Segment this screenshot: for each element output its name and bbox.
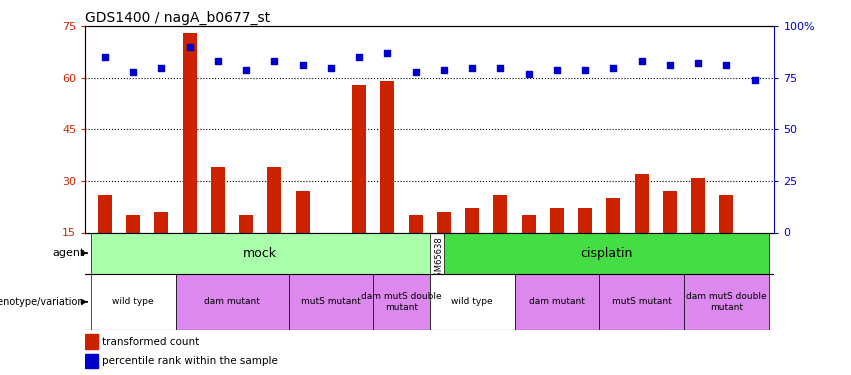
Bar — [91, 274, 175, 330]
Bar — [183, 33, 197, 232]
Bar — [550, 209, 564, 232]
Point — [691, 60, 705, 66]
Bar — [437, 212, 451, 232]
Bar — [408, 215, 423, 232]
Bar — [465, 209, 479, 232]
Bar — [515, 274, 599, 330]
Text: dam mutS double
mutant: dam mutS double mutant — [686, 292, 767, 312]
Point — [607, 64, 620, 70]
Bar — [154, 212, 168, 232]
Bar — [239, 215, 254, 232]
Bar — [635, 174, 648, 232]
Point — [352, 54, 366, 60]
Point — [748, 77, 762, 83]
Point — [635, 58, 648, 64]
Text: percentile rank within the sample: percentile rank within the sample — [102, 356, 278, 366]
Point — [239, 67, 253, 73]
Bar — [444, 232, 768, 274]
Point — [522, 70, 535, 77]
Bar — [578, 209, 592, 232]
Point — [211, 58, 225, 64]
Text: agent: agent — [52, 248, 84, 258]
Bar — [606, 198, 620, 232]
Point — [663, 62, 677, 68]
Text: dam mutant: dam mutant — [529, 297, 585, 306]
Point — [98, 54, 111, 60]
Bar — [288, 274, 374, 330]
Bar — [324, 232, 338, 236]
Bar — [430, 274, 515, 330]
Text: genotype/variation: genotype/variation — [0, 297, 84, 307]
Bar — [380, 81, 395, 232]
Point — [465, 64, 479, 70]
Bar — [295, 191, 310, 232]
Bar — [352, 85, 366, 232]
Point — [296, 62, 310, 68]
Point — [494, 64, 507, 70]
Bar — [85, 354, 98, 368]
Bar — [267, 167, 282, 232]
Text: dam mutant: dam mutant — [204, 297, 260, 306]
Text: GDS1400 / nagA_b0677_st: GDS1400 / nagA_b0677_st — [85, 11, 271, 25]
Point — [550, 67, 563, 73]
Bar — [374, 274, 430, 330]
Bar — [126, 215, 140, 232]
Text: mock: mock — [243, 247, 277, 259]
Point — [720, 62, 734, 68]
Point — [380, 50, 394, 56]
Bar — [91, 232, 430, 274]
Text: mutS mutant: mutS mutant — [301, 297, 361, 306]
Bar — [175, 274, 288, 330]
Bar — [691, 177, 705, 232]
Bar — [85, 334, 98, 349]
Bar — [663, 191, 677, 232]
Point — [579, 67, 592, 73]
Bar — [494, 195, 507, 232]
Bar — [599, 274, 684, 330]
Point — [183, 44, 197, 50]
Point — [408, 69, 422, 75]
Bar — [684, 274, 768, 330]
Point — [324, 64, 338, 70]
Bar — [747, 232, 762, 236]
Point — [437, 67, 451, 73]
Text: mutS mutant: mutS mutant — [612, 297, 671, 306]
Point — [267, 58, 281, 64]
Text: transformed count: transformed count — [102, 336, 200, 346]
Bar — [522, 215, 535, 232]
Text: cisplatin: cisplatin — [580, 247, 632, 259]
Bar — [211, 167, 225, 232]
Text: dam mutS double
mutant: dam mutS double mutant — [361, 292, 442, 312]
Text: wild type: wild type — [112, 297, 154, 306]
Text: wild type: wild type — [451, 297, 493, 306]
Point — [126, 69, 140, 75]
Bar — [719, 195, 734, 232]
Bar — [98, 195, 112, 232]
Point — [155, 64, 168, 70]
